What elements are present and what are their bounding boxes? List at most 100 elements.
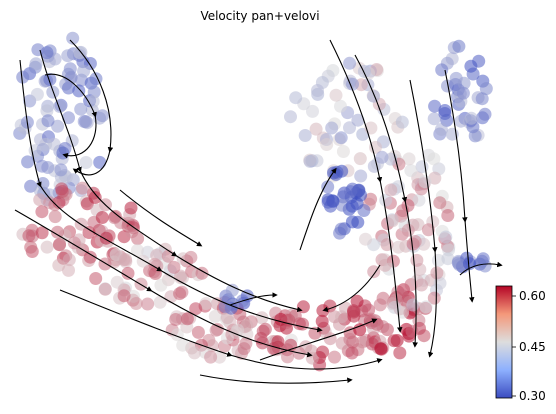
cell-point <box>191 325 205 339</box>
cell-point <box>141 297 155 311</box>
cell-point <box>89 272 103 285</box>
cell-point <box>343 56 357 70</box>
cell-point <box>21 155 35 169</box>
cell-point <box>74 102 88 116</box>
cell-point <box>364 316 378 330</box>
cell-point <box>51 119 65 133</box>
cell-point <box>237 342 251 356</box>
velocity-streamline <box>119 189 203 247</box>
cell-point <box>347 305 361 319</box>
cell-point <box>289 91 303 105</box>
cell-point <box>357 64 371 78</box>
cell-point <box>24 240 38 254</box>
cell-point <box>22 229 36 243</box>
cell-point <box>220 331 234 345</box>
cell-point <box>478 107 492 121</box>
cell-point <box>468 129 482 143</box>
cell-point <box>320 138 334 151</box>
cell-point <box>441 209 455 222</box>
cell-point <box>329 88 343 102</box>
cell-point <box>428 99 442 113</box>
cell-point <box>479 82 493 96</box>
cell-point <box>353 323 367 337</box>
cell-point <box>40 104 54 118</box>
cell-point <box>415 278 428 292</box>
cell-point <box>35 159 49 173</box>
cell-point <box>211 322 224 336</box>
cell-point <box>288 309 302 323</box>
cell-point <box>345 199 359 213</box>
cell-point <box>55 182 69 196</box>
velocity-streamline <box>14 209 313 358</box>
cell-point <box>336 145 350 158</box>
cell-point <box>77 64 91 78</box>
cell-point <box>334 222 348 236</box>
cell-point <box>129 297 143 310</box>
cell-point <box>457 76 471 90</box>
cell-point <box>376 320 390 334</box>
velocity-streamline <box>329 39 403 333</box>
colorbar-tick-label: 0.30 <box>519 389 546 403</box>
cell-point <box>284 110 297 124</box>
cell-point <box>359 232 372 246</box>
cell-point <box>117 289 131 303</box>
cell-point <box>173 287 187 301</box>
cell-point <box>356 335 370 349</box>
cell-point <box>53 100 67 113</box>
cell-point <box>367 89 381 103</box>
cell-point <box>393 346 407 360</box>
velocity-streamline <box>44 73 97 159</box>
cell-point <box>351 113 365 127</box>
velocity-streamline <box>444 69 475 303</box>
cell-point <box>334 131 348 145</box>
velocity-streamline <box>229 292 278 306</box>
cell-point <box>410 253 424 267</box>
cell-point <box>30 87 44 101</box>
cell-point <box>154 278 168 292</box>
cell-point <box>427 152 441 166</box>
colorbar-tick-label: 0.45 <box>519 340 546 354</box>
cell-point <box>325 121 339 135</box>
cell-point <box>93 155 107 169</box>
cell-point <box>441 252 455 266</box>
cell-point <box>395 115 409 129</box>
cell-point <box>384 183 398 197</box>
velocity-streamline <box>199 374 353 384</box>
cell-point <box>16 70 30 84</box>
cell-point <box>362 303 376 317</box>
cell-point <box>330 165 344 179</box>
cell-point <box>131 232 145 246</box>
cell-point <box>378 258 392 272</box>
velocity-streamline <box>322 264 381 312</box>
cell-point <box>435 63 449 77</box>
cell-point <box>53 238 66 252</box>
cell-point <box>43 73 57 86</box>
cell-point <box>452 39 466 53</box>
cell-point <box>121 266 135 280</box>
cell-point <box>374 342 388 356</box>
cell-point <box>433 196 447 210</box>
cell-point <box>87 85 101 99</box>
cell-point <box>204 350 218 364</box>
cell-point <box>430 266 444 280</box>
cell-point <box>464 59 478 73</box>
cell-point <box>148 267 162 280</box>
cell-point <box>46 85 60 99</box>
cell-point <box>475 92 489 106</box>
cell-point <box>98 257 112 271</box>
cell-point <box>345 346 359 360</box>
cell-point <box>375 150 389 164</box>
cell-point <box>35 205 49 219</box>
cell-point <box>61 49 75 63</box>
colorbar: 0.60 0.45 0.30 <box>495 285 546 403</box>
cell-point <box>421 223 435 237</box>
cell-point <box>24 179 38 193</box>
cell-point <box>316 345 330 359</box>
cell-point <box>354 169 368 183</box>
cell-point <box>306 104 319 118</box>
cell-point <box>311 84 324 97</box>
cell-point <box>419 300 433 314</box>
cell-point <box>401 199 415 212</box>
cell-point <box>323 332 337 346</box>
cell-point <box>208 309 222 323</box>
